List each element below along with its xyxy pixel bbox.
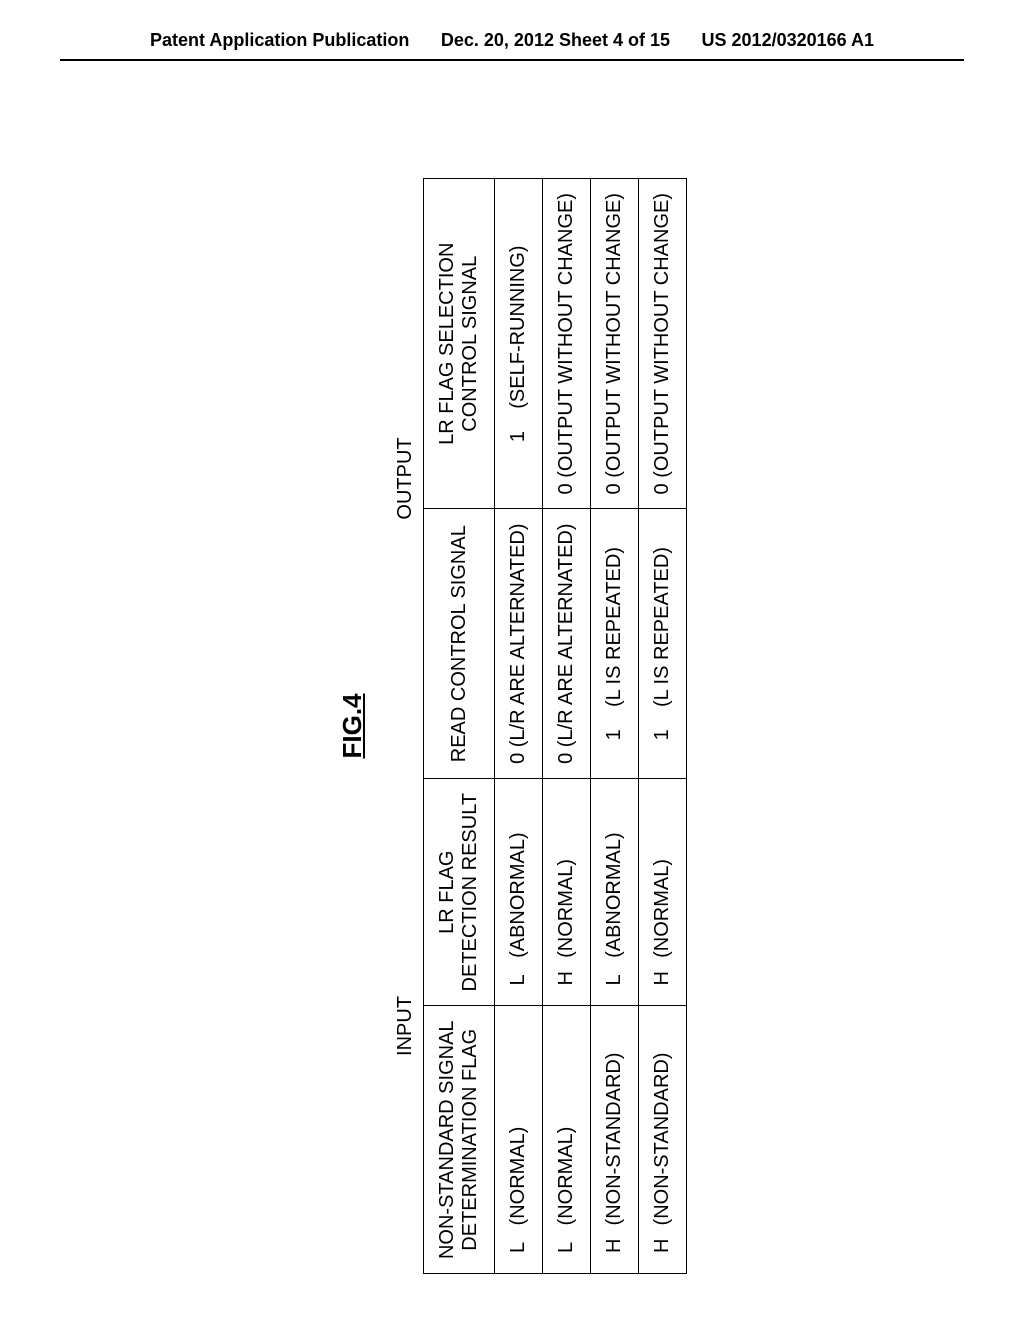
- cell-c3: 0 (L/R ARE ALTERNATED): [543, 509, 591, 778]
- table-row: L (NORMAL) H (NORMAL) 0 (L/R ARE ALTERNA…: [543, 178, 591, 1273]
- cell-c2: L (ABNORMAL): [495, 778, 543, 1006]
- col-header-1: NON-STANDARD SIGNAL DETERMINATION FLAG: [424, 1006, 495, 1274]
- cell-c4: 0 (OUTPUT WITHOUT CHANGE): [639, 178, 687, 509]
- cell-c1: L (NORMAL): [495, 1006, 543, 1274]
- cell-c4: 0 (OUTPUT WITHOUT CHANGE): [543, 178, 591, 509]
- cell-c1: L (NORMAL): [543, 1006, 591, 1274]
- cell-c2: L (ABNORMAL): [591, 778, 639, 1006]
- cell-c3: 1 (L IS REPEATED): [639, 509, 687, 778]
- header-right: US 2012/0320166 A1: [702, 30, 874, 51]
- cell-c4: 0 (OUTPUT WITHOUT CHANGE): [591, 178, 639, 509]
- group-header-output: OUTPUT: [388, 178, 424, 778]
- header-center: Dec. 20, 2012 Sheet 4 of 15: [441, 30, 670, 51]
- figure-container: FIG.4 INPUT OUTPUT NON-STANDARD SIGNAL D…: [337, 178, 687, 1274]
- truth-table: INPUT OUTPUT NON-STANDARD SIGNAL DETERMI…: [388, 178, 687, 1274]
- table-row: H (NON-STANDARD) L (ABNORMAL) 1 (L IS RE…: [591, 178, 639, 1273]
- cell-c2: H (NORMAL): [639, 778, 687, 1006]
- cell-c4: 1 (SELF-RUNNING): [495, 178, 543, 509]
- cell-c3: 1 (L IS REPEATED): [591, 509, 639, 778]
- group-header-input: INPUT: [388, 778, 424, 1273]
- col-header-4: LR FLAG SELECTION CONTROL SIGNAL: [424, 178, 495, 509]
- header-left: Patent Application Publication: [150, 30, 409, 51]
- table-row: L (NORMAL) L (ABNORMAL) 0 (L/R ARE ALTER…: [495, 178, 543, 1273]
- figure-label: FIG.4: [337, 178, 368, 1274]
- cell-c1: H (NON-STANDARD): [591, 1006, 639, 1274]
- col-header-2: LR FLAG DETECTION RESULT: [424, 778, 495, 1006]
- cell-c3: 0 (L/R ARE ALTERNATED): [495, 509, 543, 778]
- cell-c1: H (NON-STANDARD): [639, 1006, 687, 1274]
- cell-c2: H (NORMAL): [543, 778, 591, 1006]
- page-header: Patent Application Publication Dec. 20, …: [60, 0, 964, 61]
- col-header-3: READ CONTROL SIGNAL: [424, 509, 495, 778]
- table-row: H (NON-STANDARD) H (NORMAL) 1 (L IS REPE…: [639, 178, 687, 1273]
